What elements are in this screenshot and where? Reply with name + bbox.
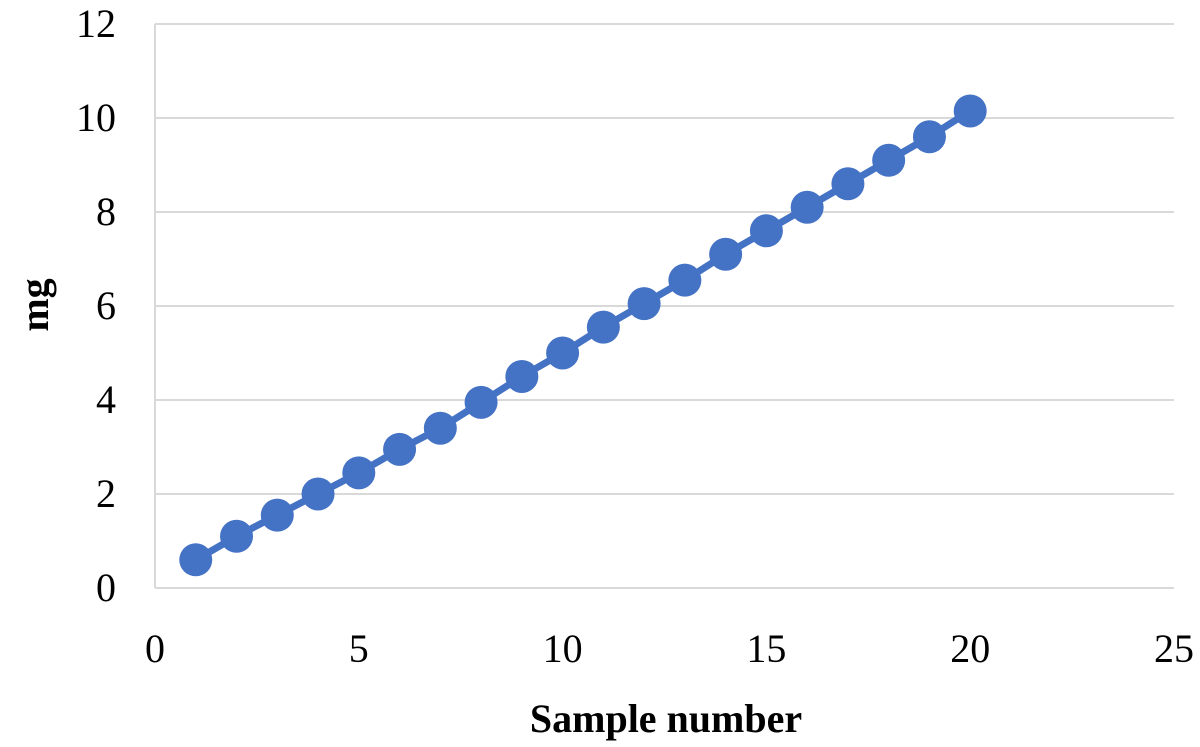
- data-point: [912, 120, 946, 154]
- data-point: [301, 477, 335, 511]
- gridlines: [155, 23, 1174, 495]
- data-point: [464, 385, 498, 419]
- series-group: [179, 94, 987, 577]
- y-tick-labels: 0 2 4 6 8 10 12: [76, 1, 116, 610]
- data-point: [342, 456, 376, 490]
- y-axis-title: mg: [12, 278, 57, 331]
- data-point: [749, 214, 783, 248]
- axes: [154, 24, 1174, 589]
- x-tick-label: 10: [543, 626, 583, 671]
- y-tick-label: 8: [96, 189, 116, 234]
- data-point: [872, 143, 906, 177]
- data-point: [260, 498, 294, 532]
- data-point: [505, 360, 539, 393]
- y-tick-label: 4: [96, 377, 116, 422]
- data-point: [586, 310, 620, 344]
- data-point: [546, 336, 580, 370]
- data-point: [790, 190, 824, 224]
- y-tick-label: 10: [76, 95, 116, 140]
- x-tick-label: 0: [145, 626, 165, 671]
- data-point: [383, 432, 417, 466]
- data-point: [668, 263, 702, 297]
- x-tick-label: 5: [349, 626, 369, 671]
- data-point: [220, 519, 254, 553]
- data-point: [953, 94, 987, 128]
- x-tick-label: 25: [1154, 626, 1194, 671]
- x-tick-labels: 0 5 10 15 20 25: [145, 626, 1194, 671]
- data-point: [423, 411, 457, 445]
- x-tick-label: 20: [950, 626, 990, 671]
- y-tick-label: 0: [96, 565, 116, 610]
- x-tick-label: 15: [746, 626, 786, 671]
- data-point: [831, 167, 865, 201]
- data-point: [709, 237, 743, 271]
- data-point: [179, 543, 213, 577]
- x-axis-title: Sample number: [530, 696, 802, 741]
- y-tick-label: 12: [76, 1, 116, 46]
- y-tick-label: 2: [96, 471, 116, 516]
- data-point: [627, 287, 661, 321]
- y-tick-label: 6: [96, 283, 116, 328]
